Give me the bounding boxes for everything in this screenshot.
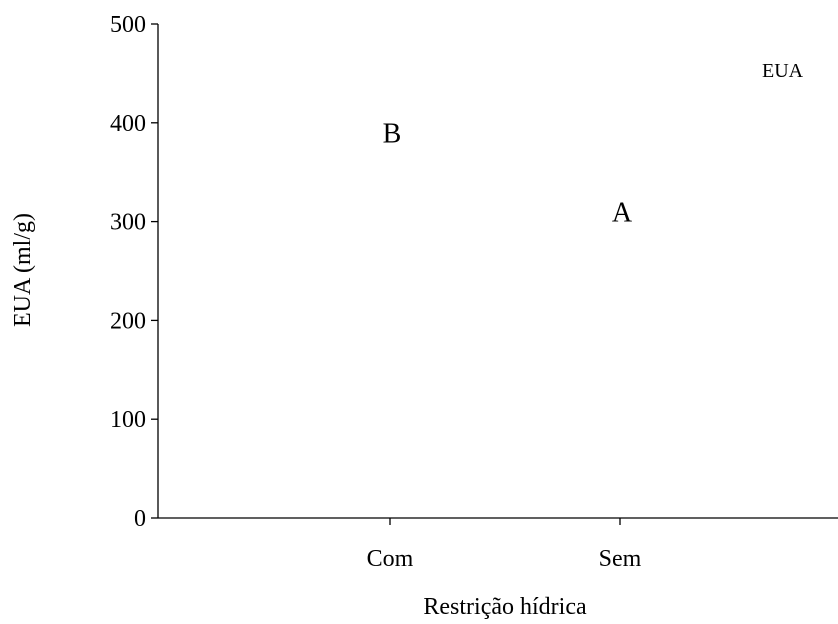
y-tick-label: 500 xyxy=(110,12,146,38)
significance-letter: A xyxy=(612,197,633,228)
x-axis-title: Restrição hídrica xyxy=(423,594,587,620)
bar-sem xyxy=(572,231,668,519)
significance-letter: B xyxy=(383,118,402,149)
y-axis-title: EUA (ml/g) xyxy=(10,213,36,327)
y-tick-label: 300 xyxy=(110,210,146,236)
x-tick-label: Com xyxy=(367,546,414,572)
y-tick-label: 400 xyxy=(110,111,146,137)
x-tick-label: Sem xyxy=(599,546,642,572)
legend: EUA xyxy=(762,60,804,82)
y-axis-ticks: 0 100 200 300 400 500 xyxy=(110,12,158,532)
y-tick-label: 0 xyxy=(134,506,146,532)
bar-com xyxy=(342,152,438,518)
bars-group xyxy=(342,152,668,519)
y-tick-label: 100 xyxy=(110,407,146,433)
x-axis-ticks: Com Sem xyxy=(367,518,642,572)
legend-entry-eua: EUA xyxy=(762,60,804,82)
y-tick-label: 200 xyxy=(110,308,146,334)
significance-letters: BA xyxy=(383,118,633,228)
